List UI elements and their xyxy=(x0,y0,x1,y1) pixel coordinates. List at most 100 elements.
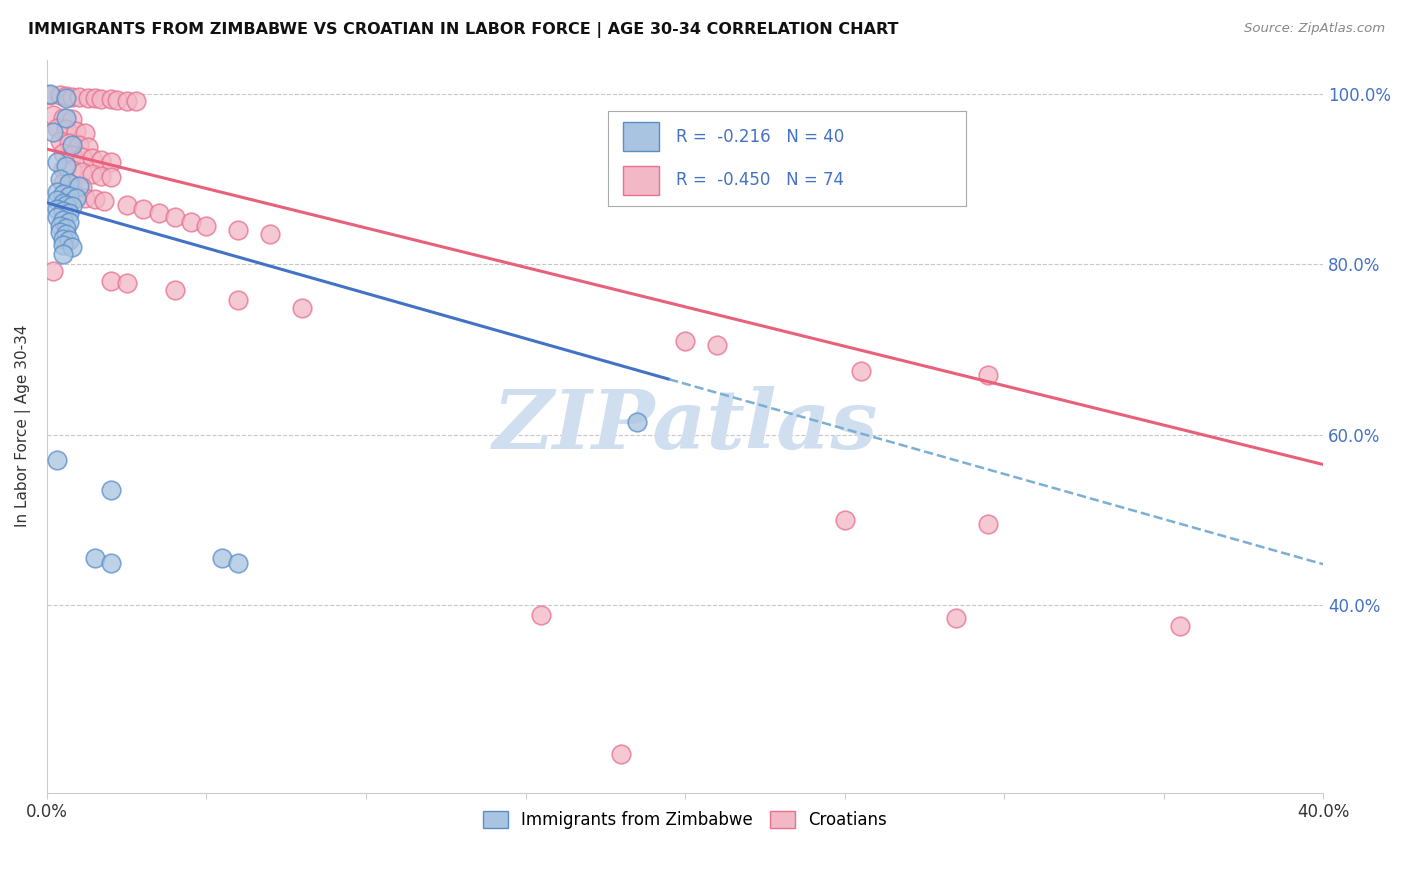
Point xyxy=(45,202,67,216)
Point xyxy=(83,193,105,207)
Point xyxy=(62,137,84,152)
Point xyxy=(706,338,728,352)
Point xyxy=(977,368,1000,382)
Point xyxy=(52,247,75,261)
Point xyxy=(228,293,250,307)
Point xyxy=(100,170,122,185)
Point xyxy=(211,551,233,566)
Point xyxy=(626,415,648,429)
Point xyxy=(228,223,250,237)
Y-axis label: In Labor Force | Age 30-34: In Labor Force | Age 30-34 xyxy=(15,325,31,527)
Point xyxy=(52,187,75,202)
Point xyxy=(52,195,75,210)
Point xyxy=(52,231,75,245)
Point xyxy=(977,517,1000,532)
Point xyxy=(228,556,250,570)
Point xyxy=(39,88,62,103)
Point xyxy=(100,556,122,570)
Point xyxy=(105,93,128,107)
Point xyxy=(70,150,93,164)
Point xyxy=(58,189,80,203)
Point xyxy=(80,152,103,166)
Point xyxy=(163,283,186,297)
Point xyxy=(52,176,75,190)
Point xyxy=(48,88,70,103)
Point xyxy=(48,225,70,239)
Point xyxy=(48,219,70,233)
Point xyxy=(80,167,103,181)
Point xyxy=(52,146,75,161)
Point xyxy=(673,334,696,348)
Point xyxy=(125,94,148,108)
Point xyxy=(45,154,67,169)
Point xyxy=(115,197,138,211)
Point xyxy=(52,212,75,227)
Point xyxy=(45,193,67,207)
Point xyxy=(75,126,97,140)
Point xyxy=(55,89,77,103)
Point xyxy=(83,551,105,566)
Point xyxy=(115,276,138,290)
Point xyxy=(55,111,77,125)
Text: ZIPatlas: ZIPatlas xyxy=(492,386,877,467)
Point xyxy=(291,301,314,316)
Point xyxy=(259,227,281,242)
Point xyxy=(62,90,84,104)
Point xyxy=(62,112,84,127)
Point xyxy=(100,154,122,169)
Point xyxy=(62,178,84,192)
Point xyxy=(48,172,70,186)
Text: Source: ZipAtlas.com: Source: ZipAtlas.com xyxy=(1244,22,1385,36)
Point xyxy=(58,176,80,190)
Point xyxy=(530,608,553,623)
Point xyxy=(55,227,77,242)
Point xyxy=(58,233,80,247)
Point xyxy=(52,161,75,176)
Point xyxy=(1168,619,1191,633)
Point xyxy=(42,125,65,139)
Point xyxy=(62,199,84,213)
Point xyxy=(148,206,170,220)
Point xyxy=(610,747,633,762)
Point xyxy=(42,108,65,122)
Point xyxy=(90,92,112,106)
Point xyxy=(115,94,138,108)
Point xyxy=(70,165,93,179)
Point xyxy=(58,136,80,150)
Point xyxy=(39,87,62,101)
Point xyxy=(90,153,112,168)
Point xyxy=(52,204,75,219)
Point xyxy=(45,453,67,467)
Point xyxy=(62,240,84,254)
Point xyxy=(83,91,105,105)
Point xyxy=(100,92,122,106)
Point xyxy=(93,194,115,208)
Point xyxy=(163,211,186,225)
Point xyxy=(62,163,84,178)
Point xyxy=(65,189,87,203)
Point xyxy=(55,187,77,202)
Point xyxy=(131,202,153,216)
Point xyxy=(55,220,77,235)
Point xyxy=(52,238,75,252)
Point xyxy=(55,91,77,105)
Point xyxy=(100,274,122,288)
Point xyxy=(65,124,87,138)
Point xyxy=(55,197,77,211)
Point xyxy=(77,139,100,153)
Point xyxy=(70,179,93,194)
Point xyxy=(55,159,77,173)
Point xyxy=(67,178,90,193)
Point xyxy=(834,513,856,527)
Point xyxy=(180,214,202,228)
Point xyxy=(100,483,122,497)
Point xyxy=(65,191,87,205)
Point xyxy=(945,611,967,625)
Point xyxy=(45,185,67,199)
Point xyxy=(67,137,90,152)
Point xyxy=(45,211,67,225)
Point xyxy=(58,214,80,228)
Legend: Immigrants from Zimbabwe, Croatians: Immigrants from Zimbabwe, Croatians xyxy=(477,804,894,836)
Point xyxy=(52,111,75,125)
Point xyxy=(62,148,84,162)
